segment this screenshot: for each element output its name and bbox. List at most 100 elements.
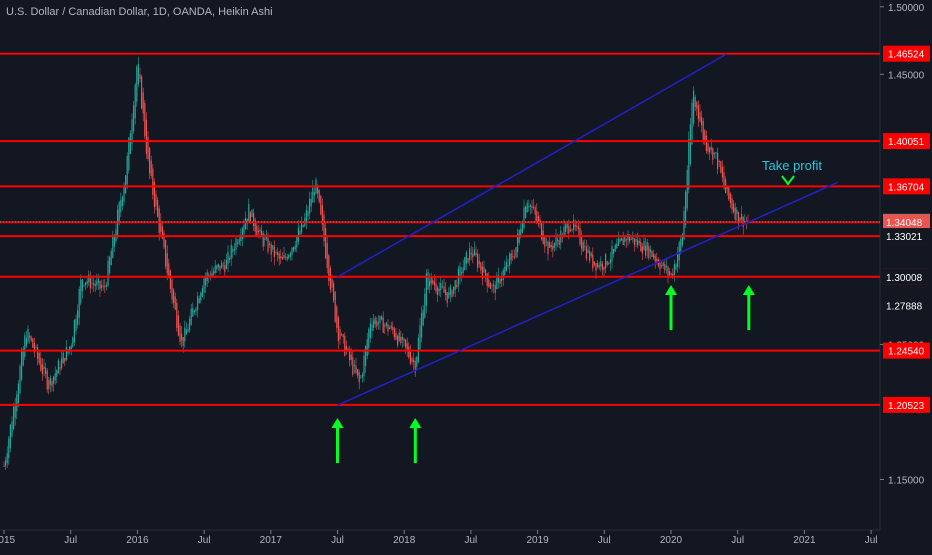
x-tick-label: Jul (198, 535, 211, 546)
candle-body (710, 146, 712, 151)
candle-body (312, 187, 314, 203)
candle-body (83, 284, 85, 286)
candle-body (347, 348, 349, 350)
candle-body (643, 241, 645, 251)
candle-body (723, 172, 725, 187)
candle-body (496, 275, 498, 290)
candle-body (681, 233, 683, 246)
candle-body (344, 335, 346, 356)
candle-body (257, 230, 259, 233)
candle-body (283, 254, 285, 259)
candle-body (547, 241, 549, 255)
candle-body (182, 337, 184, 346)
candle-body (64, 358, 66, 362)
candle-body (166, 253, 168, 274)
candle-body (374, 318, 376, 325)
candle-body (86, 281, 88, 284)
candle-body (465, 252, 467, 264)
candle-body (483, 267, 485, 273)
candle-body (510, 253, 512, 260)
candle-body (169, 270, 171, 290)
candle-body (113, 235, 115, 247)
candle-body (669, 271, 671, 276)
candle-body (80, 279, 82, 304)
candle-body (597, 263, 599, 268)
candle-body (688, 139, 690, 190)
candle-body (85, 282, 87, 286)
candle-body (653, 253, 655, 258)
candle-body (563, 226, 565, 237)
candle-body (88, 274, 90, 283)
candle-body (142, 92, 144, 114)
candle-body (400, 336, 402, 344)
candle-body (430, 275, 432, 284)
candle-body (632, 237, 634, 240)
candle-body (326, 242, 328, 269)
candle-body (305, 209, 307, 223)
candle-body (251, 209, 253, 218)
candle-body (365, 346, 367, 366)
candle-body (414, 360, 416, 373)
candle-body (363, 355, 365, 376)
candle-body (409, 351, 411, 364)
candle-body (550, 244, 552, 248)
candle-body (81, 279, 83, 292)
candle-body (621, 237, 623, 241)
candle-body (477, 253, 479, 268)
candle-body (387, 324, 389, 332)
level-label: 1.36704 (888, 182, 925, 193)
candle-body (376, 321, 378, 327)
candle-body (593, 261, 595, 266)
candle-body (731, 198, 733, 210)
candle-body (523, 207, 525, 228)
candle-body (699, 112, 701, 122)
candle-body (467, 258, 469, 263)
candle-body (449, 285, 451, 295)
price-tag-label: 1.30008 (886, 273, 923, 284)
candle-body (717, 152, 719, 170)
candle-body (651, 250, 653, 257)
candle-body (139, 74, 141, 79)
candle-body (461, 271, 463, 274)
x-tick-label: 2021 (793, 535, 816, 546)
candle-body (147, 136, 149, 160)
candle-body (317, 186, 319, 194)
candle-body (350, 354, 352, 360)
x-tick-label: Jul (465, 535, 478, 546)
candle-body (613, 248, 615, 254)
candle-body (438, 288, 440, 292)
candle-body (233, 249, 235, 251)
candle-body (574, 224, 576, 227)
candle-body (741, 213, 743, 220)
candle-body (195, 308, 197, 312)
candle-body (334, 291, 336, 322)
candle-body (294, 245, 296, 250)
candle-body (280, 256, 282, 258)
candle-body (481, 266, 483, 279)
candle-body (264, 238, 266, 240)
candle-body (192, 308, 194, 317)
x-tick-label: Jul (731, 535, 744, 546)
candle-body (713, 152, 715, 155)
candle-body (37, 347, 39, 359)
candle-body (104, 286, 106, 288)
candle-body (446, 292, 448, 303)
candle-body (153, 181, 155, 208)
candle-body (89, 278, 91, 289)
candle-body (333, 283, 335, 301)
candle-body (709, 147, 711, 153)
candle-body (366, 339, 368, 356)
candle-body (222, 265, 224, 267)
candle-body (110, 250, 112, 266)
candle-body (73, 319, 75, 343)
candle-body (720, 161, 722, 173)
level-label: 1.24540 (888, 347, 925, 358)
candle-body (171, 279, 173, 300)
candle-body (589, 251, 591, 261)
candle-body (70, 345, 72, 350)
candle-body (542, 230, 544, 244)
y-tick-label: 1.45000 (888, 70, 925, 81)
candle-body (197, 296, 199, 311)
